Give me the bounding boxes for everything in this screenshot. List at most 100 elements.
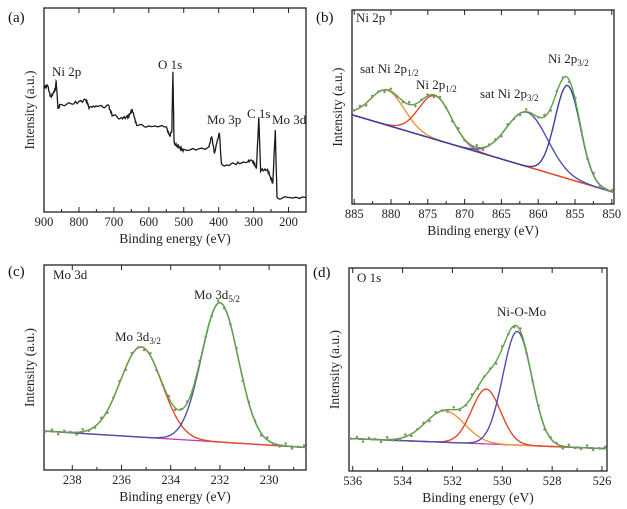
data-point	[450, 119, 454, 123]
data-point	[580, 129, 583, 133]
data-point	[216, 299, 220, 303]
data-point	[537, 404, 540, 407]
data-point	[364, 104, 368, 107]
x-tick-label: 875	[418, 207, 437, 221]
data-point	[470, 393, 474, 396]
data-point	[118, 379, 121, 383]
data-point	[530, 114, 534, 117]
x-tick-label: 300	[244, 215, 263, 229]
peak-label-main: sat Ni 2p	[480, 86, 527, 101]
peak-label: sat Ni 2p1/2	[360, 61, 418, 78]
data-point	[543, 428, 546, 431]
x-tick-label: 530	[493, 474, 512, 488]
data-point	[93, 426, 97, 429]
peak-label-main: Ni-O-Mo	[497, 304, 546, 319]
data-point	[482, 375, 486, 378]
peak-label-subscript: 5/2	[228, 294, 240, 304]
data-point	[112, 396, 115, 399]
data-point	[352, 109, 356, 112]
x-tick-label: 526	[593, 474, 612, 488]
data-point	[379, 440, 383, 444]
data-point	[476, 387, 480, 391]
peak-label-main: Ni 2p	[416, 77, 445, 92]
x-axis-label: Binding energy (eV)	[119, 231, 230, 246]
x-tick-label: 234	[161, 473, 181, 487]
data-point	[494, 138, 497, 141]
peak-label: Mo 3d3/2	[115, 329, 161, 346]
data-point	[398, 438, 401, 441]
data-point	[99, 416, 103, 420]
data-point	[512, 117, 516, 121]
peak-label-subscript: 3/2	[577, 58, 589, 68]
x-tick-label: 232	[211, 473, 230, 487]
data-point	[432, 95, 436, 99]
data-point	[428, 419, 431, 423]
data-point	[192, 387, 195, 391]
fit-envelope	[351, 76, 615, 193]
fit-component-1	[351, 94, 615, 194]
x-tick-label: 855	[566, 207, 585, 221]
data-point	[142, 348, 146, 352]
data-point	[440, 409, 444, 412]
data-point	[371, 94, 374, 98]
data-point	[259, 434, 263, 437]
peak-label: sat Ni 2p3/2	[480, 86, 538, 103]
data-point	[573, 446, 577, 450]
plot-frame	[43, 7, 307, 213]
panel-survey: 900 800 700 600 500 400 300 200 Binding energy (…	[8, 7, 307, 246]
data-point	[136, 346, 140, 349]
data-point	[56, 433, 60, 436]
peak-label-main: O 1s	[158, 57, 182, 72]
data-point	[50, 428, 54, 432]
x-tick-label: 865	[492, 207, 511, 221]
data-point	[247, 400, 251, 404]
fit-envelope	[43, 301, 306, 449]
data-point	[579, 447, 583, 451]
x-tick-label: 532	[443, 474, 462, 488]
data-point	[367, 436, 371, 440]
data-point	[235, 346, 238, 350]
data-point	[63, 429, 66, 433]
data-point	[475, 144, 479, 147]
peak-label-main: C 1s	[247, 106, 270, 121]
data-point	[272, 442, 275, 446]
data-point	[500, 135, 503, 138]
data-point	[389, 87, 393, 91]
data-point	[481, 148, 485, 151]
data-point	[524, 108, 528, 111]
data-point	[457, 126, 460, 130]
peak-label-subscript: 3/2	[527, 93, 539, 103]
data-point	[253, 419, 257, 422]
data-point	[488, 367, 492, 370]
data-point	[464, 404, 468, 407]
x-tick-label: 230	[260, 473, 279, 487]
data-point	[500, 345, 504, 348]
data-point	[591, 448, 595, 452]
data-point	[446, 410, 450, 413]
data-point	[69, 430, 72, 434]
data-point	[278, 445, 281, 448]
data-point	[494, 362, 498, 365]
data-point	[586, 157, 589, 161]
x-tick-label: 534	[393, 474, 413, 488]
data-point	[574, 96, 577, 100]
fit-component-1	[44, 301, 306, 449]
data-point	[395, 95, 399, 98]
data-point	[513, 325, 516, 329]
data-point	[229, 323, 232, 326]
element-label: O 1s	[357, 270, 381, 285]
data-point	[222, 307, 226, 310]
peak-label: Mo 3p	[207, 112, 241, 127]
x-tick-label: 860	[529, 207, 548, 221]
x-tick-label: 800	[70, 215, 89, 229]
data-point	[555, 89, 559, 93]
data-point	[361, 440, 365, 443]
peak-label-main: Mo 3d	[115, 329, 150, 344]
data-point	[525, 351, 528, 355]
peak-label-subscript: 3/2	[149, 336, 161, 346]
x-tick-label: 400	[209, 215, 228, 229]
data-point	[567, 443, 571, 447]
data-point	[592, 171, 595, 175]
x-tick-label: 850	[602, 207, 621, 221]
data-point	[469, 144, 473, 147]
